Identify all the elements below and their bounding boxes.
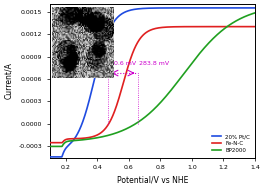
Text: 283.8 mV: 283.8 mV	[139, 60, 169, 66]
Y-axis label: Current/A: Current/A	[4, 63, 13, 99]
Text: 70.6 mV: 70.6 mV	[110, 60, 136, 66]
Legend: 20% Pt/C, Fe-N-C, BP2000: 20% Pt/C, Fe-N-C, BP2000	[210, 132, 252, 155]
X-axis label: Potential/V vs NHE: Potential/V vs NHE	[117, 176, 188, 185]
